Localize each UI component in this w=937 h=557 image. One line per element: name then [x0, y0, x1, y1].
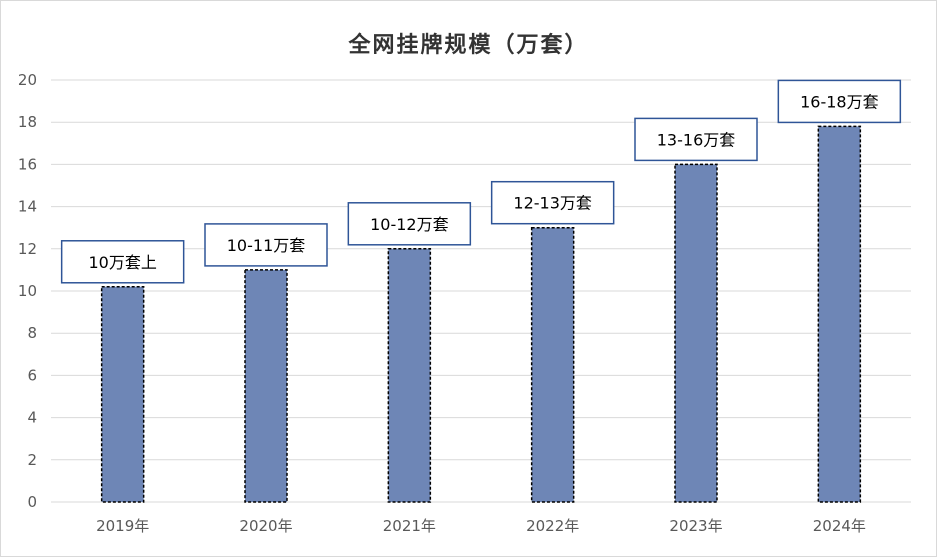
- y-tick-label-0: 0: [27, 493, 37, 511]
- data-label-1: 10-11万套: [227, 236, 306, 255]
- callout-box-0: [60, 240, 185, 284]
- y-tick-label-14: 14: [18, 198, 37, 216]
- y-tick-label-6: 6: [27, 366, 37, 384]
- bar-2: [387, 248, 432, 503]
- y-tick-label-4: 4: [27, 409, 37, 427]
- callout-box-3: [490, 180, 615, 225]
- data-label-0: 10万套上: [88, 253, 156, 272]
- chart-title: 全网挂牌规模（万套）: [348, 32, 589, 58]
- callout-box-5: [777, 79, 902, 124]
- y-tick-label-2: 2: [27, 451, 37, 469]
- y-tick-label-8: 8: [27, 324, 37, 342]
- y-tick-label-18: 18: [18, 113, 37, 131]
- y-tick-label-20: 20: [18, 71, 37, 89]
- bar-3: [530, 226, 575, 503]
- x-tick-label-5: 2024年: [813, 517, 866, 535]
- x-tick-label-4: 2023年: [669, 517, 722, 535]
- bar-0: [100, 286, 145, 503]
- y-tick-label-12: 12: [18, 240, 37, 258]
- bar-1: [244, 269, 288, 503]
- data-label-3: 12-13万套: [513, 194, 592, 213]
- y-tick-label-16: 16: [18, 155, 37, 173]
- bar-4: [674, 163, 718, 503]
- x-tick-label-1: 2020年: [239, 517, 292, 535]
- x-tick-label-3: 2022年: [526, 517, 579, 535]
- x-tick-label-2: 2021年: [383, 517, 436, 535]
- data-label-4: 13-16万套: [657, 130, 736, 149]
- y-tick-label-10: 10: [18, 282, 37, 300]
- data-label-5: 16-18万套: [800, 92, 879, 111]
- callout-box-1: [204, 223, 328, 267]
- callout-box-4: [634, 117, 758, 162]
- data-label-2: 10-12万套: [370, 215, 449, 234]
- x-tick-label-0: 2019年: [96, 517, 149, 535]
- callout-box-2: [347, 202, 472, 246]
- bar-5: [817, 125, 862, 503]
